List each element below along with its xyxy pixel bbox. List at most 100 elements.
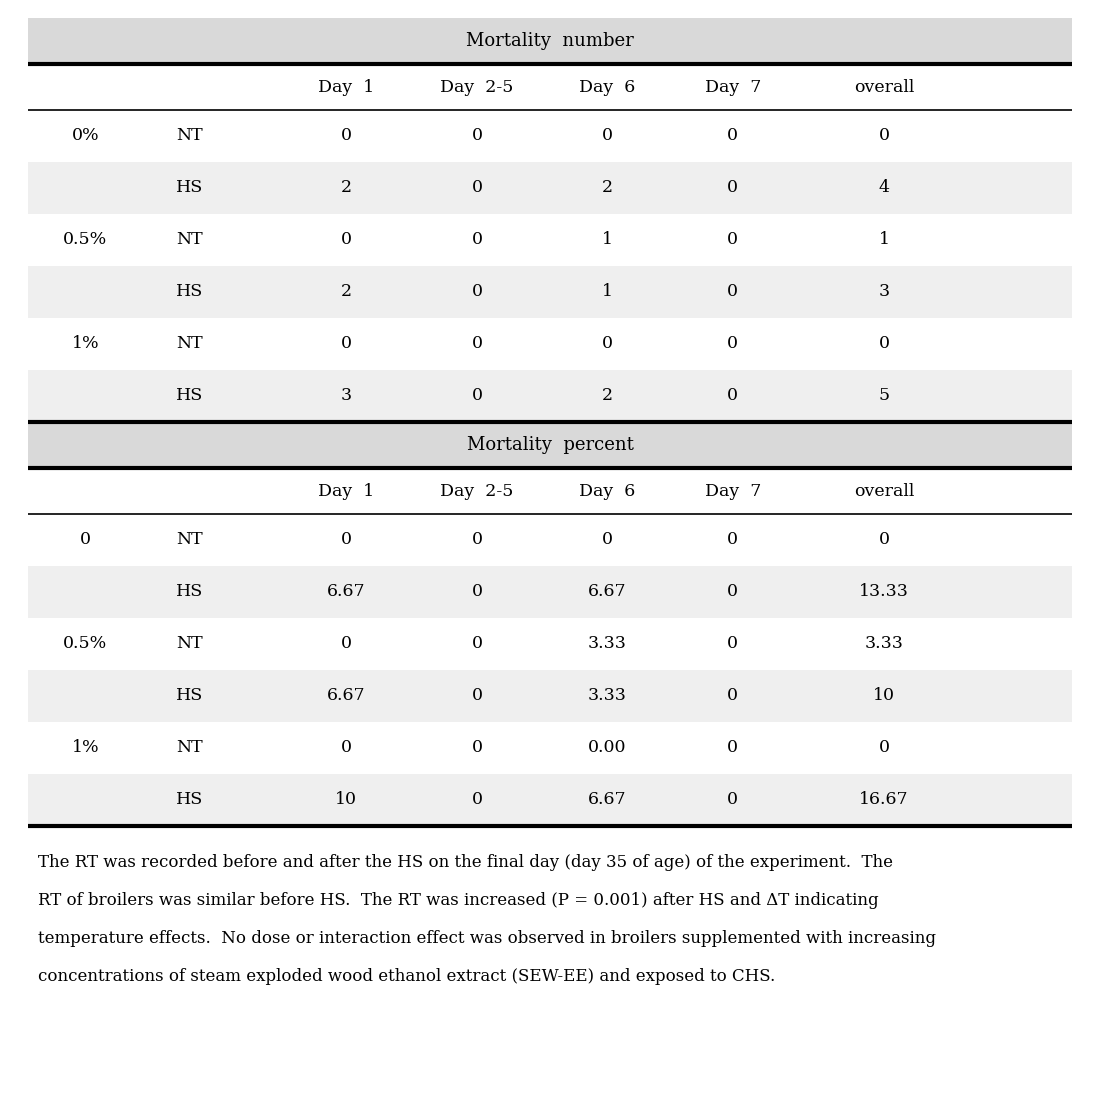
Text: 0.5%: 0.5% bbox=[64, 231, 108, 249]
Text: HS: HS bbox=[176, 387, 204, 405]
Text: 0: 0 bbox=[879, 532, 890, 548]
Bar bbox=[28, 110, 1072, 162]
Bar bbox=[28, 774, 1072, 826]
Text: 0: 0 bbox=[727, 739, 738, 757]
Text: overall: overall bbox=[854, 79, 914, 95]
Bar bbox=[28, 722, 1072, 774]
Text: 2: 2 bbox=[341, 180, 352, 196]
Text: 0: 0 bbox=[727, 792, 738, 808]
Text: 6.67: 6.67 bbox=[327, 584, 365, 600]
Text: 0: 0 bbox=[727, 688, 738, 704]
Bar bbox=[28, 566, 1072, 618]
Bar bbox=[28, 514, 1072, 566]
Text: 16.67: 16.67 bbox=[859, 792, 909, 808]
Bar bbox=[28, 618, 1072, 670]
Text: 0: 0 bbox=[727, 532, 738, 548]
Text: 2: 2 bbox=[602, 180, 613, 196]
Text: temperature effects.  No dose or interaction effect was observed in broilers sup: temperature effects. No dose or interact… bbox=[39, 930, 936, 947]
Text: 0: 0 bbox=[879, 739, 890, 757]
Text: 0: 0 bbox=[602, 127, 613, 145]
Text: 0: 0 bbox=[879, 127, 890, 145]
Text: 0.5%: 0.5% bbox=[64, 635, 108, 653]
Text: 0: 0 bbox=[602, 336, 613, 352]
Text: 0: 0 bbox=[472, 336, 483, 352]
Text: 0: 0 bbox=[341, 231, 352, 249]
Text: 3.33: 3.33 bbox=[865, 635, 903, 653]
Text: Day  1: Day 1 bbox=[318, 79, 374, 95]
Bar bbox=[28, 318, 1072, 370]
Text: 0: 0 bbox=[472, 688, 483, 704]
Text: 0: 0 bbox=[727, 127, 738, 145]
Text: 0: 0 bbox=[727, 283, 738, 301]
Bar bbox=[28, 214, 1072, 265]
Text: 6.67: 6.67 bbox=[327, 688, 365, 704]
Bar bbox=[28, 422, 1072, 468]
Text: 3: 3 bbox=[879, 283, 890, 301]
Text: 0: 0 bbox=[472, 283, 483, 301]
Text: NT: NT bbox=[176, 127, 204, 145]
Text: 5: 5 bbox=[879, 387, 890, 405]
Text: 0: 0 bbox=[727, 336, 738, 352]
Text: 0: 0 bbox=[879, 336, 890, 352]
Text: 0: 0 bbox=[727, 180, 738, 196]
Text: HS: HS bbox=[176, 180, 204, 196]
Text: 6.67: 6.67 bbox=[588, 792, 627, 808]
Text: NT: NT bbox=[176, 635, 204, 653]
Text: 1%: 1% bbox=[72, 739, 99, 757]
Bar bbox=[28, 670, 1072, 722]
Text: The RT was recorded before and after the HS on the final day (day 35 of age) of : The RT was recorded before and after the… bbox=[39, 853, 893, 871]
Text: 1: 1 bbox=[879, 231, 890, 249]
Text: 0: 0 bbox=[341, 739, 352, 757]
Text: NT: NT bbox=[176, 231, 204, 249]
Text: 10: 10 bbox=[873, 688, 895, 704]
Text: 1%: 1% bbox=[72, 336, 99, 352]
Text: 1: 1 bbox=[602, 283, 613, 301]
Text: 0: 0 bbox=[472, 739, 483, 757]
Text: 2: 2 bbox=[602, 387, 613, 405]
Text: 0: 0 bbox=[727, 387, 738, 405]
Text: 4: 4 bbox=[879, 180, 890, 196]
Text: 0: 0 bbox=[80, 532, 91, 548]
Bar bbox=[28, 468, 1072, 514]
Bar bbox=[28, 18, 1072, 64]
Text: 0: 0 bbox=[727, 584, 738, 600]
Text: NT: NT bbox=[176, 532, 204, 548]
Text: NT: NT bbox=[176, 739, 204, 757]
Text: HS: HS bbox=[176, 283, 204, 301]
Text: 0%: 0% bbox=[72, 127, 99, 145]
Text: concentrations of steam exploded wood ethanol extract (SEW-EE) and exposed to CH: concentrations of steam exploded wood et… bbox=[39, 968, 775, 985]
Text: 0: 0 bbox=[727, 231, 738, 249]
Bar bbox=[28, 64, 1072, 110]
Text: NT: NT bbox=[176, 336, 204, 352]
Bar bbox=[28, 265, 1072, 318]
Text: Day  2-5: Day 2-5 bbox=[440, 483, 514, 499]
Text: HS: HS bbox=[176, 688, 204, 704]
Text: 0: 0 bbox=[341, 635, 352, 653]
Text: 0: 0 bbox=[472, 532, 483, 548]
Text: 0: 0 bbox=[341, 336, 352, 352]
Text: 2: 2 bbox=[341, 283, 352, 301]
Text: overall: overall bbox=[854, 483, 914, 499]
Text: 3.33: 3.33 bbox=[588, 635, 627, 653]
Bar bbox=[28, 162, 1072, 214]
Text: 10: 10 bbox=[336, 792, 358, 808]
Text: Day  7: Day 7 bbox=[704, 483, 761, 499]
Text: 0: 0 bbox=[472, 387, 483, 405]
Text: Mortality  percent: Mortality percent bbox=[466, 436, 634, 454]
Text: 0: 0 bbox=[472, 584, 483, 600]
Text: RT of broilers was similar before HS.  The RT was increased (P = 0.001) after HS: RT of broilers was similar before HS. Th… bbox=[39, 892, 879, 909]
Text: 0: 0 bbox=[602, 532, 613, 548]
Text: 0: 0 bbox=[472, 231, 483, 249]
Text: HS: HS bbox=[176, 584, 204, 600]
Text: 0: 0 bbox=[727, 635, 738, 653]
Text: Day  6: Day 6 bbox=[580, 79, 636, 95]
Text: 6.67: 6.67 bbox=[588, 584, 627, 600]
Text: 0: 0 bbox=[472, 635, 483, 653]
Text: 0: 0 bbox=[472, 792, 483, 808]
Text: HS: HS bbox=[176, 792, 204, 808]
Text: Day  6: Day 6 bbox=[580, 483, 636, 499]
Text: 1: 1 bbox=[602, 231, 613, 249]
Text: 3.33: 3.33 bbox=[588, 688, 627, 704]
Text: Mortality  number: Mortality number bbox=[466, 32, 634, 50]
Text: 0: 0 bbox=[472, 127, 483, 145]
